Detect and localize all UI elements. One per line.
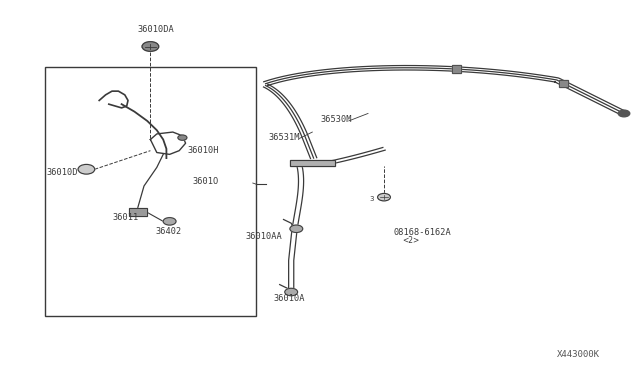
Text: <2>: <2> [402,235,419,244]
Bar [45,67,256,316]
Text: 3601O: 3601O [192,177,218,186]
Text: X443000K: X443000K [557,350,600,359]
Bar [452,65,461,73]
Bar [559,80,568,87]
Circle shape [142,42,159,51]
Text: 36010DA: 36010DA [138,25,174,34]
Text: 36402: 36402 [156,227,182,235]
Text: 36010A: 36010A [273,294,305,302]
Text: 08168-6162A: 08168-6162A [394,228,451,237]
Circle shape [285,288,298,296]
Bar [452,65,461,73]
Circle shape [78,164,95,174]
Bar [290,160,335,166]
Bar [129,208,147,216]
Text: 36530M: 36530M [320,115,351,124]
Circle shape [163,218,176,225]
Text: 36011: 36011 [112,213,138,222]
Text: 36010D: 36010D [46,168,77,177]
Circle shape [618,110,630,117]
Text: 36010AA: 36010AA [245,232,282,241]
Circle shape [378,193,390,201]
Circle shape [290,225,303,232]
Bar [129,208,147,216]
Text: 36531M: 36531M [269,133,300,142]
Bar [290,160,335,166]
Text: 3: 3 [369,196,374,202]
Bar [559,80,568,87]
Circle shape [178,135,187,140]
Text: 36010H: 36010H [188,146,219,155]
